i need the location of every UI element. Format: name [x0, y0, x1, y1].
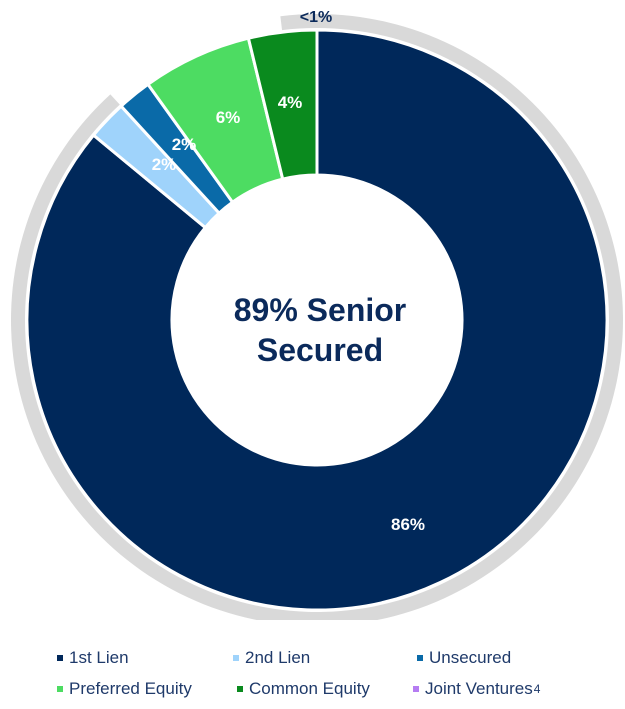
- legend-swatch: [237, 686, 243, 692]
- slice-layer: [25, 28, 609, 612]
- legend-label: Unsecured: [429, 648, 512, 667]
- legend-label: Common Equity: [249, 679, 370, 698]
- legend-swatch: [417, 655, 423, 661]
- slice-label-preferred-equity: 6%: [216, 108, 241, 127]
- slice-label-joint-ventures: <1%: [300, 9, 332, 26]
- legend-swatch: [233, 655, 239, 661]
- senior-secured-arc-layer: [11, 14, 623, 620]
- center-label-line-2: Secured: [256, 332, 384, 368]
- donut-hole: [172, 175, 462, 465]
- legend-swatch: [413, 686, 419, 692]
- legend-item-1st-lien: 1st Lien: [57, 648, 129, 668]
- legend-item-joint-ventures: Joint Ventures 4: [413, 679, 540, 699]
- legend-item-unsecured: Unsecured: [417, 648, 511, 668]
- slice-label-1st-lien: 86%: [391, 515, 425, 534]
- senior-secured-outer-arc-cap: [280, 14, 324, 31]
- legend-item-2nd-lien: 2nd Lien: [233, 648, 310, 668]
- slice-label-unsecured: 2%: [172, 135, 197, 154]
- legend-swatch: [57, 686, 63, 692]
- legend-footnote-marker: 4: [533, 682, 541, 696]
- center-label: 89% Senior Secured: [195, 290, 445, 370]
- legend-item-preferred-equity: Preferred Equity: [57, 679, 192, 699]
- legend-swatch: [57, 655, 63, 661]
- donut-chart: 86% 2%2% 6% 4% <1%: [11, 9, 623, 620]
- legend-item-common-equity: Common Equity: [237, 679, 370, 699]
- legend-label: Joint Ventures: [425, 679, 533, 698]
- slice-label-layer: 86% 2%2% 6% 4% <1%: [152, 9, 425, 534]
- slice-label-common-equity: 4%: [278, 93, 303, 112]
- slice-label-2nd-lien: 2%: [152, 155, 177, 174]
- legend-label: Preferred Equity: [69, 679, 192, 698]
- legend-label: 1st Lien: [69, 648, 129, 667]
- legend: 1st Lien 2nd Lien Unsecured Preferred Eq…: [0, 640, 625, 700]
- center-label-line-1: 89% Senior: [233, 292, 407, 328]
- legend-label: 2nd Lien: [245, 648, 311, 667]
